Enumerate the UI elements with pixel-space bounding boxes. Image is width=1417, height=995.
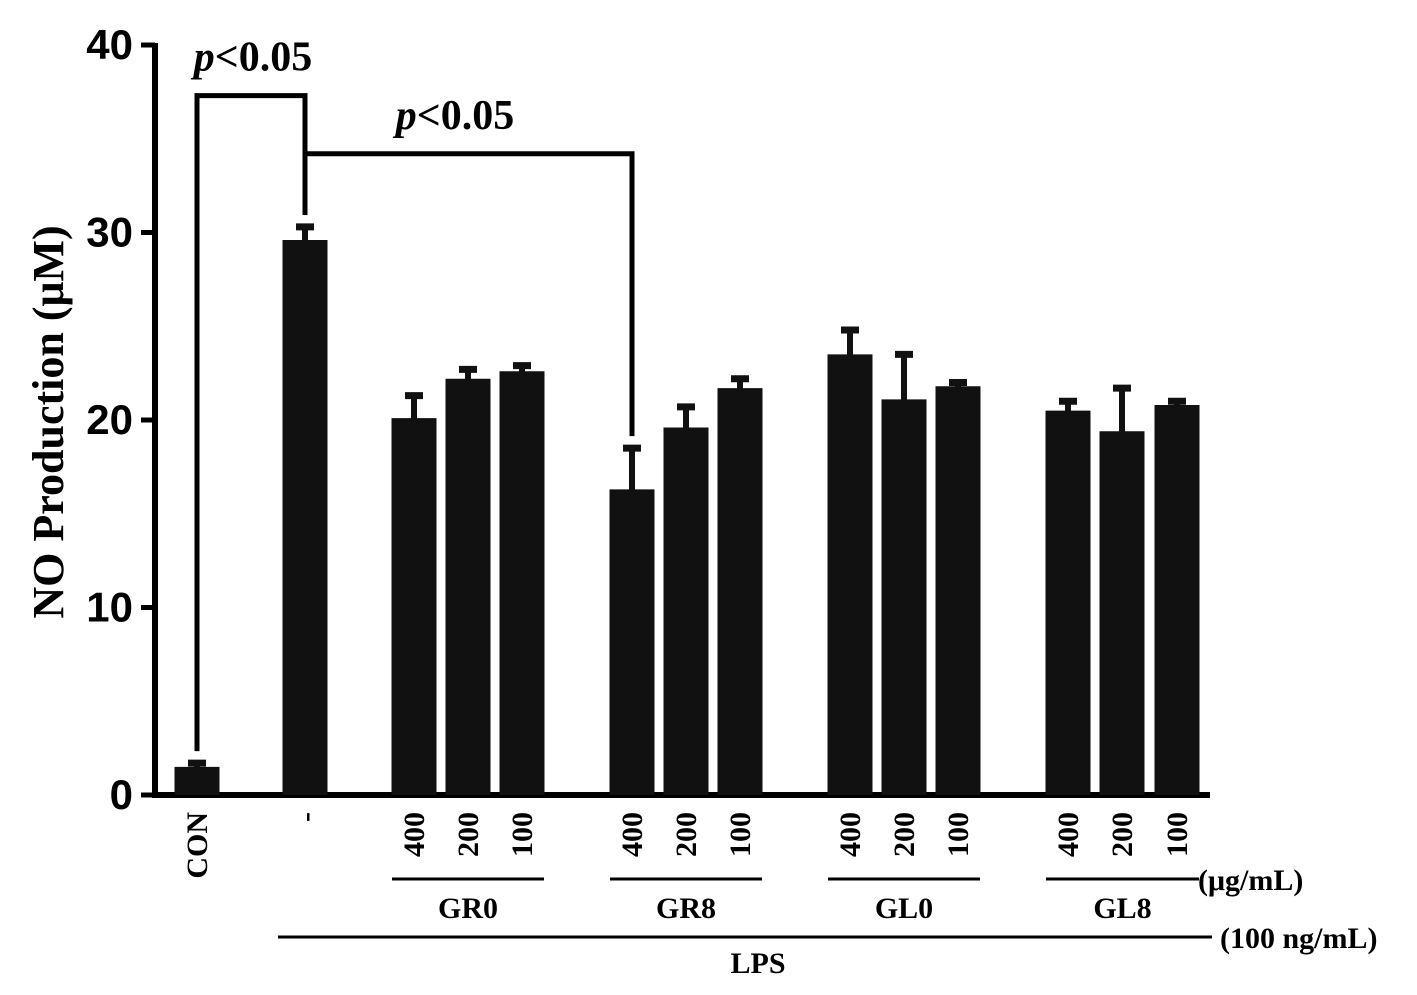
bar-2 xyxy=(391,418,437,795)
bar-3 xyxy=(445,378,491,795)
y-tick-label-20: 20 xyxy=(86,396,133,443)
treatment-label: LPS xyxy=(730,947,785,980)
axes: 0 10 20 30 40 xyxy=(86,21,1210,818)
bar-10 xyxy=(935,386,981,795)
x-tick-label-12: 200 xyxy=(1106,812,1139,857)
y-axis-label: NO Production (μM) xyxy=(24,225,73,618)
group-label-0: GR0 xyxy=(438,892,498,925)
bar-7 xyxy=(717,388,763,795)
x-tick-label-10: 100 xyxy=(942,812,975,857)
significance-annotations: p<0.05 p<0.05 xyxy=(191,35,635,752)
x-tick-label-7: 100 xyxy=(724,812,757,857)
x-tick-label-2: 400 xyxy=(398,812,431,857)
x-tick-label-5: 400 xyxy=(616,812,649,857)
treatment-unit-label: (100 ng/mL) xyxy=(1220,922,1378,955)
bar-5 xyxy=(609,489,655,795)
bar-0 xyxy=(174,766,220,795)
x-tick-label-11: 400 xyxy=(1052,812,1085,857)
x-axis-labels: CON - 400 200 100 400 200 100 400 200 100 400 200 100… xyxy=(181,812,1378,980)
x-tick-label-3: 200 xyxy=(452,812,485,857)
x-tick-label-4: 100 xyxy=(506,812,539,857)
y-tick-label-30: 30 xyxy=(86,209,133,256)
x-tick-label-6: 200 xyxy=(670,812,703,857)
group-label-2: GL0 xyxy=(875,892,933,925)
bar-8 xyxy=(827,354,873,795)
x-tick-label-13: 100 xyxy=(1161,812,1194,857)
x-tick-label-1: - xyxy=(289,812,322,822)
x-tick-label-9: 200 xyxy=(888,812,921,857)
bar-13 xyxy=(1154,405,1200,795)
y-tick-label-40: 40 xyxy=(86,21,133,68)
significance-bracket-1 xyxy=(302,151,635,437)
concentration-unit-label: (μg/mL) xyxy=(1198,864,1303,897)
bar-4 xyxy=(499,371,545,795)
group-label-3: GL8 xyxy=(1093,892,1151,925)
y-tick-label-10: 10 xyxy=(86,584,133,631)
y-tick-label-0: 0 xyxy=(110,771,133,818)
bar-11 xyxy=(1045,410,1091,795)
bar-6 xyxy=(663,427,709,795)
bar-12 xyxy=(1099,431,1145,795)
x-tick-label-0: CON xyxy=(181,812,214,879)
significance-label-1: p<0.05 xyxy=(393,93,514,139)
significance-label-0: p<0.05 xyxy=(191,35,312,81)
x-tick-label-8: 400 xyxy=(834,812,867,857)
bar-1 xyxy=(282,240,328,795)
bar-9 xyxy=(881,399,927,795)
group-label-1: GR8 xyxy=(656,892,716,925)
bars xyxy=(174,223,1200,795)
